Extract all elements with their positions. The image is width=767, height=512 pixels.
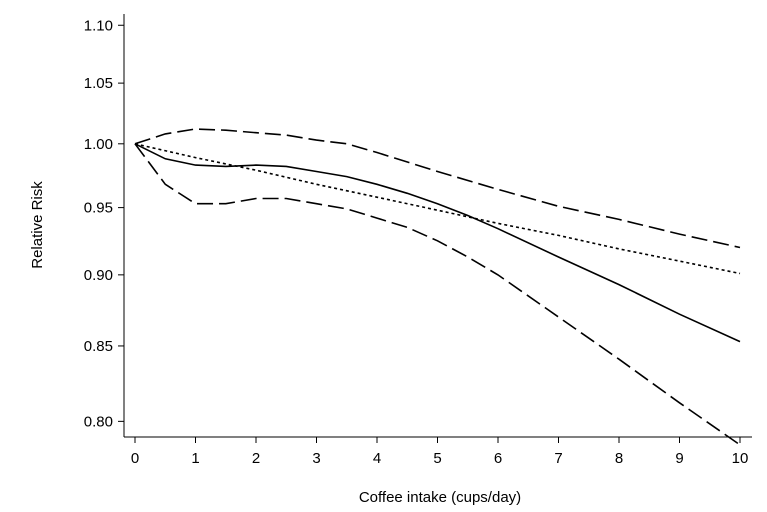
x-tick-label: 5 [433,450,441,467]
x-tick-label: 7 [554,450,562,467]
series-line-dashed-2 [134,128,741,249]
y-axis-ticks: 0.80 0.85 0.90 0.95 1.00 1.05 1.10 [84,17,124,430]
series-layer [134,128,741,446]
y-tick-label: 0.95 [84,200,113,217]
x-tick-label: 9 [675,450,683,467]
y-tick-label: 1.00 [84,136,113,153]
y-tick-label: 1.10 [84,17,113,34]
x-tick-label: 6 [494,450,502,467]
x-axis-title: Coffee intake (cups/day) [359,489,521,506]
series-line-solid-0 [134,143,741,343]
x-tick-label: 2 [252,450,260,467]
y-tick-label: 1.05 [84,75,113,92]
x-tick-label: 8 [615,450,623,467]
x-axis-ticks: 0 1 2 3 4 5 6 7 8 9 10 [131,437,749,467]
series-line-dashed-3 [134,143,741,446]
x-tick-label: 4 [373,450,381,467]
x-tick-label: 0 [131,450,139,467]
y-tick-label: 0.90 [84,267,113,284]
x-tick-label: 3 [312,450,320,467]
y-axis-title: Relative Risk [29,181,46,269]
series-line-dotted-1 [134,143,741,275]
x-tick-label: 10 [732,450,749,467]
y-tick-label: 0.80 [84,413,113,430]
x-tick-label: 1 [191,450,199,467]
y-tick-label: 0.85 [84,338,113,355]
